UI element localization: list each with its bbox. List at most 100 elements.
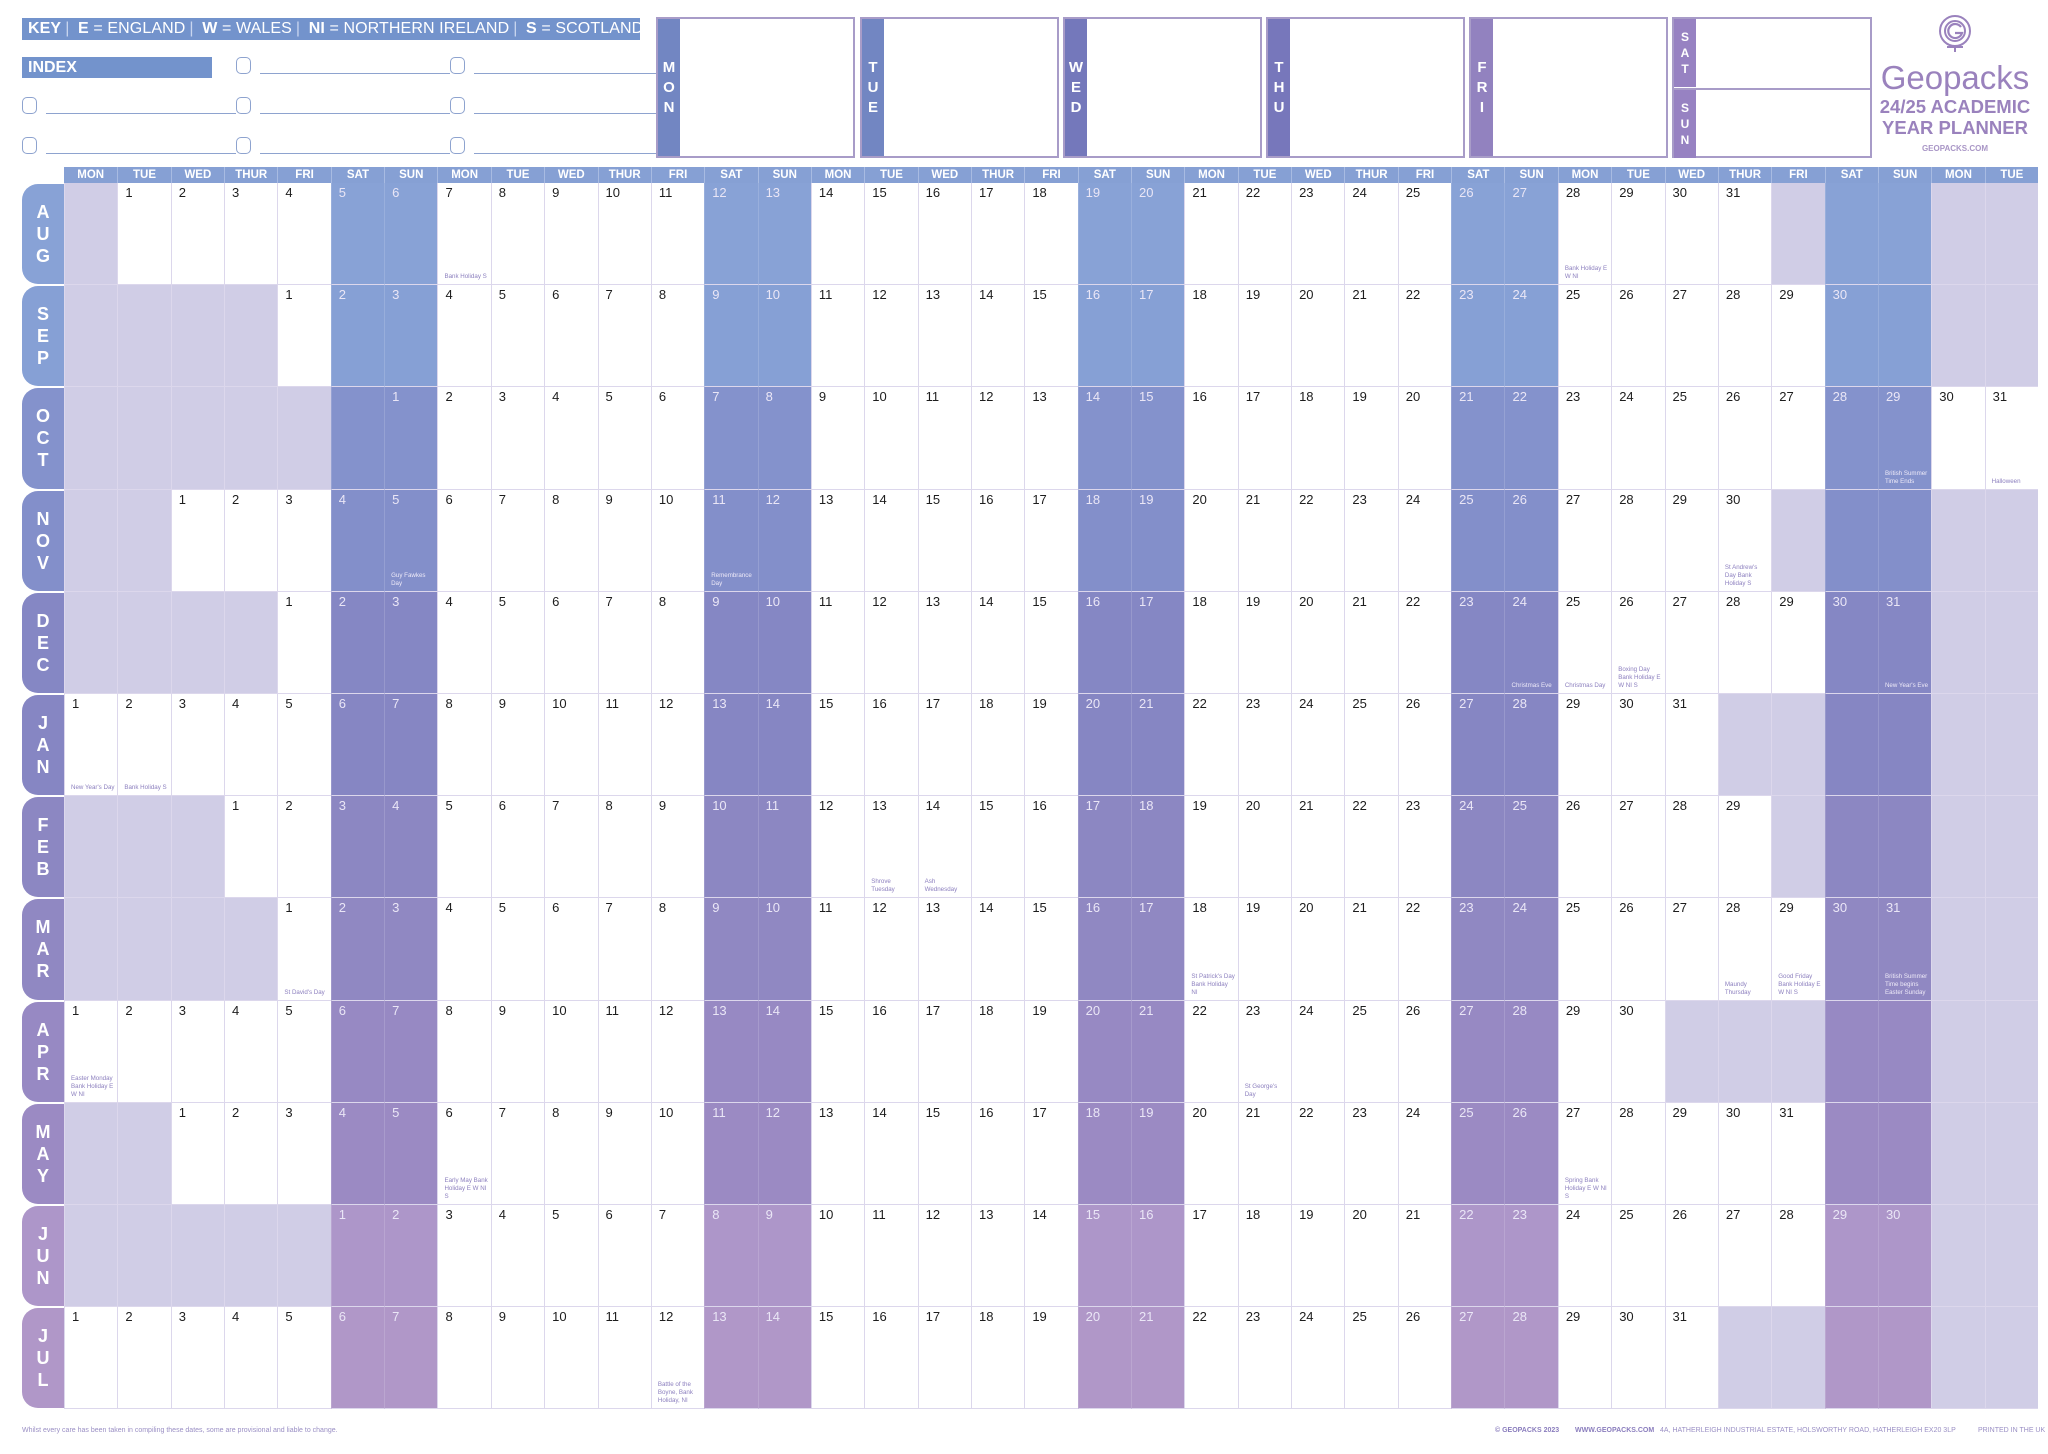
day-cell[interactable]: 8 (597, 796, 651, 899)
index-checkbox[interactable] (236, 97, 251, 114)
index-entry-line[interactable] (260, 73, 450, 74)
day-cell[interactable]: 1 (277, 591, 331, 694)
day-cell[interactable]: 26 (1611, 285, 1665, 388)
day-cell[interactable]: 8 (757, 387, 811, 490)
day-cell[interactable]: 29 Good Friday Bank Holiday E W NI S (1771, 898, 1825, 1001)
index-checkbox[interactable] (450, 137, 465, 154)
day-cell[interactable]: 14 (864, 1102, 918, 1205)
day-cell[interactable]: 1 (384, 387, 438, 490)
day-cell[interactable]: 16 (1131, 1205, 1185, 1308)
day-cell[interactable]: 21 (1131, 694, 1185, 797)
day-cell[interactable]: 23 (1451, 285, 1505, 388)
day-cell[interactable]: 26 (1717, 387, 1772, 490)
index-entry-line[interactable] (474, 113, 664, 114)
day-cell[interactable]: 9 (704, 898, 758, 1001)
day-cell[interactable]: 10 (810, 1205, 865, 1308)
day-cell[interactable]: 21 (1131, 1307, 1185, 1410)
day-cell[interactable]: 12 (757, 1102, 811, 1205)
day-cell[interactable]: 4 (330, 1102, 385, 1205)
day-cell[interactable]: 7 (597, 591, 651, 694)
day-cell[interactable]: 1 (330, 1205, 385, 1308)
footer-website[interactable]: WWW.GEOPACKS.COM (1575, 1427, 1655, 1434)
day-cell[interactable]: 4 (544, 387, 598, 490)
index-checkbox[interactable] (22, 137, 37, 154)
day-cell[interactable]: 31 Halloween (1984, 387, 2038, 490)
day-cell[interactable]: 28 (1611, 489, 1665, 592)
day-cell[interactable]: 21 (1131, 1000, 1185, 1103)
day-cell[interactable]: 7 (597, 285, 651, 388)
index-entry-line[interactable] (46, 113, 236, 114)
day-cell[interactable]: 26 (1397, 1307, 1452, 1410)
day-cell[interactable]: 9 (490, 1307, 545, 1410)
day-cell[interactable]: 29 (1557, 694, 1612, 797)
day-cell[interactable]: 2 (330, 591, 385, 694)
day-cell[interactable]: 2 Bank Holiday S (117, 694, 171, 797)
day-cell[interactable]: 4 (490, 1205, 545, 1308)
day-cell[interactable]: 30 (1931, 387, 1985, 490)
day-cell[interactable]: 8 (650, 285, 705, 388)
day-cell[interactable]: 2 (330, 898, 385, 1001)
day-cell[interactable]: 4 (437, 591, 491, 694)
day-cell[interactable]: 16 (864, 1307, 918, 1410)
day-cell[interactable]: 11 (917, 387, 971, 490)
day-cell[interactable]: 1 St David's Day (277, 898, 331, 1001)
day-cell[interactable]: 31 (1717, 183, 1772, 286)
day-cell[interactable]: 23 (1451, 591, 1505, 694)
day-cell[interactable]: 17 (1131, 285, 1185, 388)
day-cell[interactable]: 15 (1131, 387, 1185, 490)
day-cell[interactable]: 2 (437, 387, 491, 490)
day-cell[interactable]: 22 (1291, 1102, 1345, 1205)
day-cell[interactable]: 25 (1344, 1000, 1398, 1103)
day-cell[interactable]: 12 (917, 1205, 971, 1308)
day-cell[interactable]: 4 (437, 898, 491, 1001)
day-cell[interactable]: 19 (1344, 387, 1398, 490)
day-cell[interactable]: 1 (277, 285, 331, 388)
day-cell[interactable]: 24 (1344, 183, 1398, 286)
day-cell[interactable]: 5 (544, 1205, 598, 1308)
day-cell[interactable]: 30 (1611, 1000, 1665, 1103)
day-cell[interactable]: 9 (704, 591, 758, 694)
day-cell[interactable]: 2 (384, 1205, 438, 1308)
day-cell[interactable]: 6 (544, 898, 598, 1001)
day-cell[interactable]: 18 St Patrick's Day Bank Holiday NI (1184, 898, 1238, 1001)
day-cell[interactable]: 22 (1397, 591, 1452, 694)
day-cell[interactable]: 14 (970, 285, 1025, 388)
day-cell[interactable]: 28 (1771, 1205, 1825, 1308)
day-cell[interactable]: 25 (1557, 898, 1612, 1001)
day-cell[interactable]: 14 Ash Wednesday (917, 796, 971, 899)
day-cell[interactable]: 28 Bank Holiday E W NI (1557, 183, 1612, 286)
day-cell[interactable]: 18 (1024, 183, 1078, 286)
day-cell[interactable]: 29 (1824, 1205, 1878, 1308)
day-cell[interactable]: 28 (1664, 796, 1718, 899)
day-cell[interactable]: 18 (970, 1307, 1025, 1410)
day-cell[interactable]: 12 (757, 489, 811, 592)
day-cell[interactable]: 7 (490, 1102, 545, 1205)
day-cell[interactable]: 19 (1131, 489, 1185, 592)
day-cell[interactable]: 17 (1131, 898, 1185, 1001)
index-checkbox[interactable] (236, 137, 251, 154)
day-cell[interactable]: 29 (1771, 285, 1825, 388)
day-cell[interactable]: 24 (1291, 1000, 1345, 1103)
day-cell[interactable]: 20 (1397, 387, 1452, 490)
day-cell[interactable]: 4 (224, 1000, 278, 1103)
index-entry-line[interactable] (474, 153, 664, 154)
day-cell[interactable]: 24 (1397, 1102, 1452, 1205)
day-cell[interactable]: 8 (650, 591, 705, 694)
day-cell[interactable]: 26 (1397, 694, 1452, 797)
day-cell[interactable]: 14 (970, 591, 1025, 694)
day-cell[interactable]: 14 (1077, 387, 1132, 490)
day-cell[interactable]: 17 (917, 1000, 971, 1103)
day-cell[interactable]: 26 (1504, 1102, 1558, 1205)
day-cell[interactable]: 8 (650, 898, 705, 1001)
day-cell[interactable]: 20 (1184, 489, 1238, 592)
day-cell[interactable]: 25 (1344, 1307, 1398, 1410)
day-cell[interactable]: 12 (810, 796, 865, 899)
day-cell[interactable]: 7 (650, 1205, 705, 1308)
day-cell[interactable]: 9 (597, 489, 651, 592)
day-cell[interactable]: 19 (1237, 591, 1292, 694)
day-cell[interactable]: 2 (117, 1307, 171, 1410)
day-cell[interactable]: 30 (1611, 694, 1665, 797)
day-cell[interactable]: 15 (1024, 285, 1078, 388)
day-cell[interactable]: 5 (597, 387, 651, 490)
